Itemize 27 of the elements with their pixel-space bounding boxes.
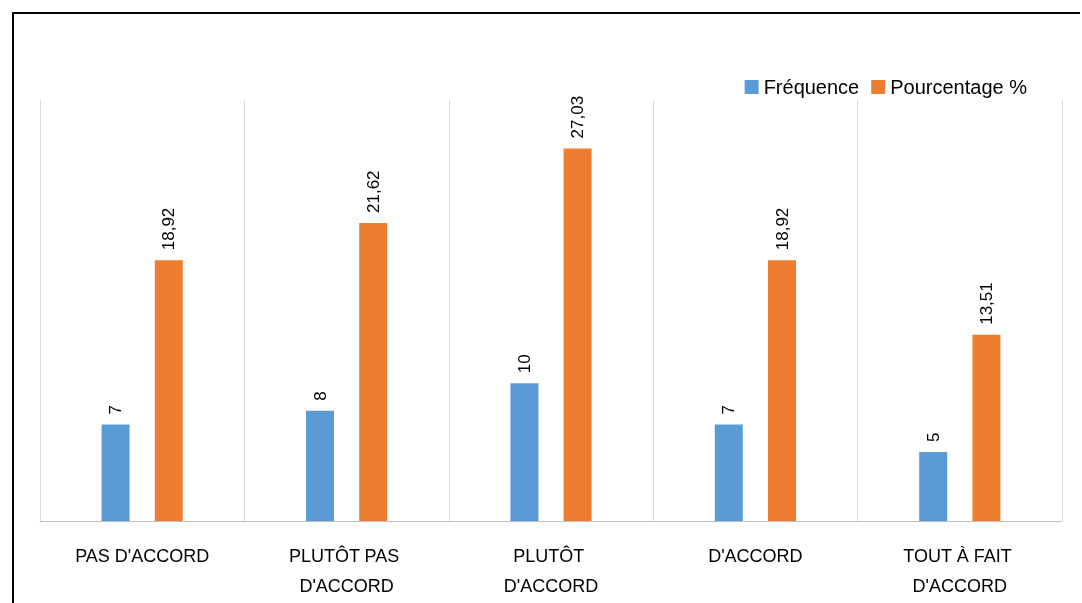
bar	[563, 148, 592, 521]
bar	[768, 260, 796, 521]
data-label: 7	[719, 405, 739, 415]
data-label: 21,62	[363, 170, 383, 213]
x-tick-label: PLUTÔT D'ACCORD	[503, 545, 599, 596]
x-tick-label: PAS D'ACCORD	[75, 546, 210, 566]
data-label: 13,51	[976, 282, 996, 325]
bar	[510, 383, 539, 521]
bar	[714, 424, 743, 521]
legend-label: Fréquence	[763, 76, 860, 98]
x-tick-label: D'ACCORD	[708, 546, 803, 566]
bar	[359, 223, 388, 521]
x-tick-label: TOUT À FAIT D'ACCORD	[903, 546, 1017, 596]
bar	[306, 410, 334, 521]
legend-label: Pourcentage %	[890, 76, 1028, 98]
bar	[154, 260, 183, 521]
bar	[919, 452, 948, 521]
data-label: 5	[923, 432, 943, 443]
bar	[101, 424, 130, 521]
data-label: 7	[106, 405, 126, 415]
x-tick-label: PLUTÔT PAS D'ACCORD	[288, 545, 405, 596]
data-label: 10	[514, 354, 534, 374]
data-label: 27,03	[568, 95, 588, 139]
data-label: 8	[310, 391, 330, 401]
data-label: 18,92	[772, 207, 792, 251]
bar	[972, 334, 1001, 521]
data-label: 18,92	[159, 207, 179, 251]
